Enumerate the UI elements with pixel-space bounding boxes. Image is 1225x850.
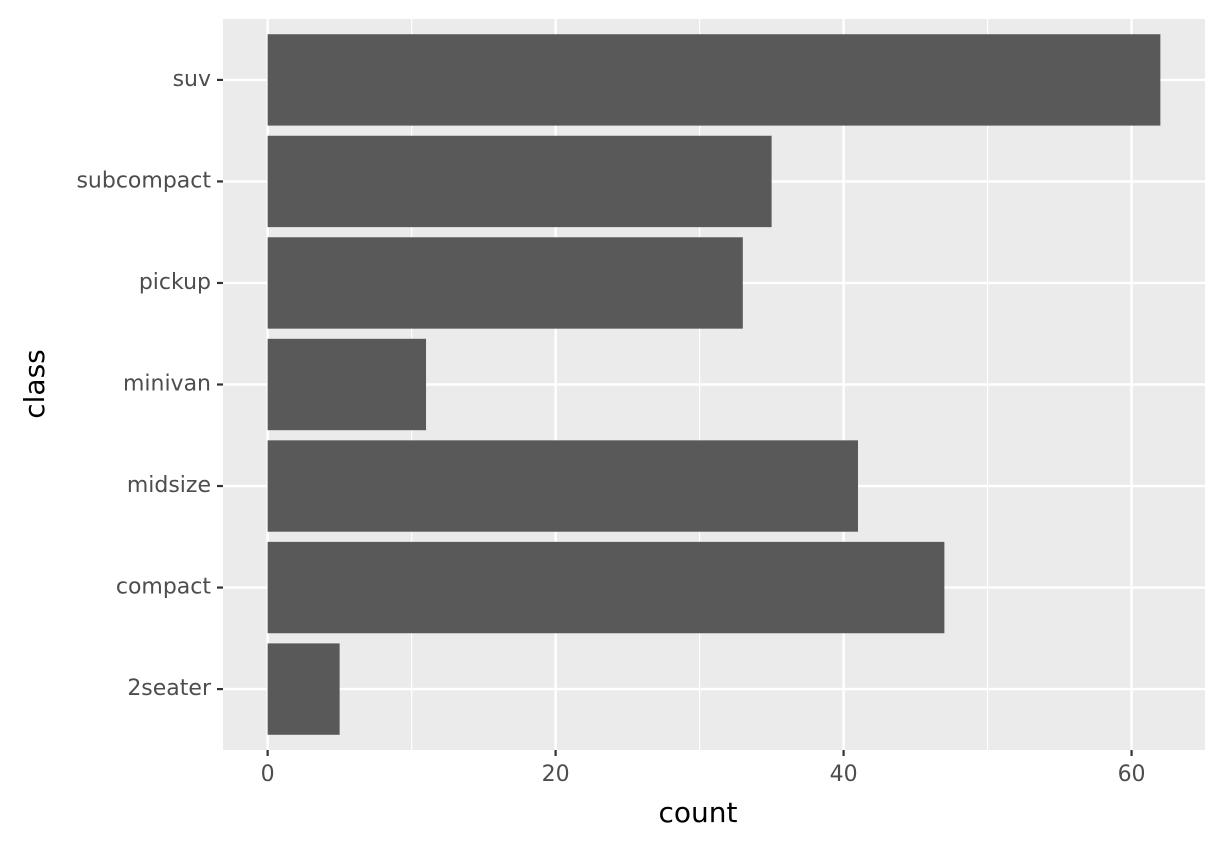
y-tick-label: subcompact — [76, 168, 211, 193]
bar — [267, 34, 1161, 126]
y-tick-label: minivan — [123, 372, 211, 397]
bar — [267, 643, 340, 735]
bar — [267, 440, 858, 532]
bar — [267, 135, 772, 228]
y-tick-label: suv — [173, 67, 211, 92]
x-tick-label: 40 — [830, 762, 858, 787]
x-tick-label: 20 — [542, 762, 570, 787]
y-tick-label: 2seater — [127, 676, 212, 701]
y-tick-label: compact — [116, 575, 212, 600]
bar — [267, 237, 743, 329]
y-tick-label: midsize — [127, 473, 211, 498]
y-tick-label: pickup — [139, 270, 211, 295]
y-axis-title: class — [18, 349, 51, 419]
bar — [267, 541, 945, 634]
x-axis-title: count — [659, 796, 738, 829]
bar — [267, 338, 427, 431]
x-tick-label: 60 — [1118, 762, 1146, 787]
x-tick-label: 0 — [261, 762, 275, 787]
